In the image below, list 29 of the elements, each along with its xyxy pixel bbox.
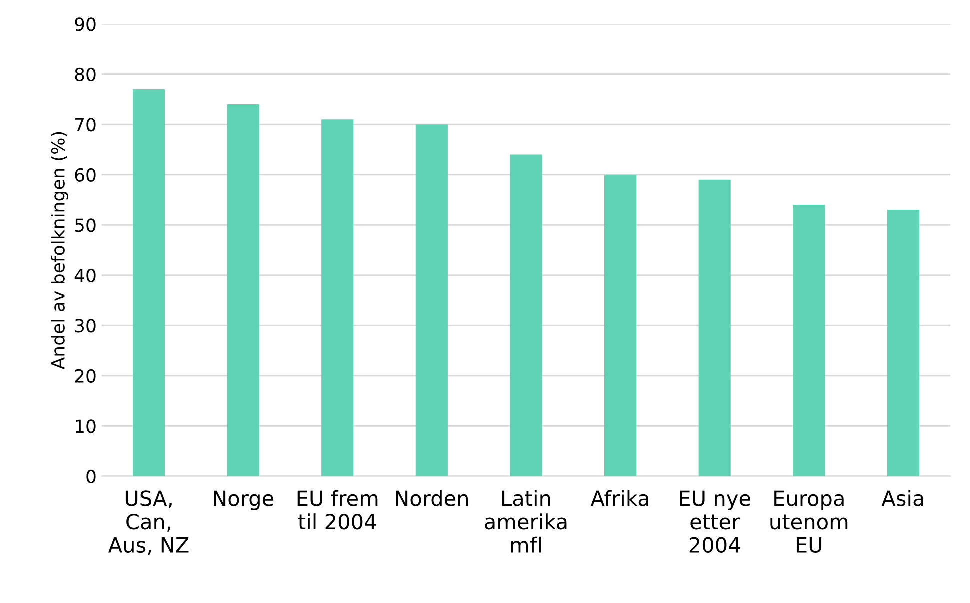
y-tick-label: 60: [75, 168, 96, 182]
bar: [604, 174, 637, 476]
bar: [132, 89, 166, 476]
bar: [793, 205, 826, 476]
x-tick-label: Norge: [214, 490, 274, 510]
bar: [416, 124, 448, 476]
y-tick-label: 30: [75, 319, 96, 333]
x-tick-label: EU nye etter 2004: [680, 490, 750, 554]
y-tick-label: 40: [74, 268, 96, 282]
bar: [698, 180, 731, 476]
y-tick-label: 0: [86, 470, 96, 484]
y-tick-label: 20: [75, 369, 96, 383]
x-tick-label: USA, Can, Aus, NZ: [108, 490, 189, 556]
x-tick-label: Afrika: [590, 490, 648, 506]
x-tick-label: Europa utenom EU: [770, 490, 848, 554]
x-tick-label: Norden: [396, 490, 468, 506]
y-tick-label: 70: [75, 118, 96, 132]
bar: [887, 210, 920, 476]
y-axis-title: Andel av befolkningen (%): [50, 132, 68, 370]
bar: [322, 120, 354, 476]
bar: [510, 154, 542, 476]
y-tick-label: 50: [75, 218, 96, 232]
x-tick-label: Latin amerika mfl: [485, 490, 567, 553]
y-tick-label: 10: [76, 420, 96, 434]
y-tick-label: 80: [75, 68, 96, 82]
bar: [227, 104, 260, 476]
x-tick-label: Asia: [882, 490, 924, 506]
x-tick-label: EU frem til 2004: [298, 490, 378, 530]
y-tick-label: 90: [75, 18, 96, 32]
